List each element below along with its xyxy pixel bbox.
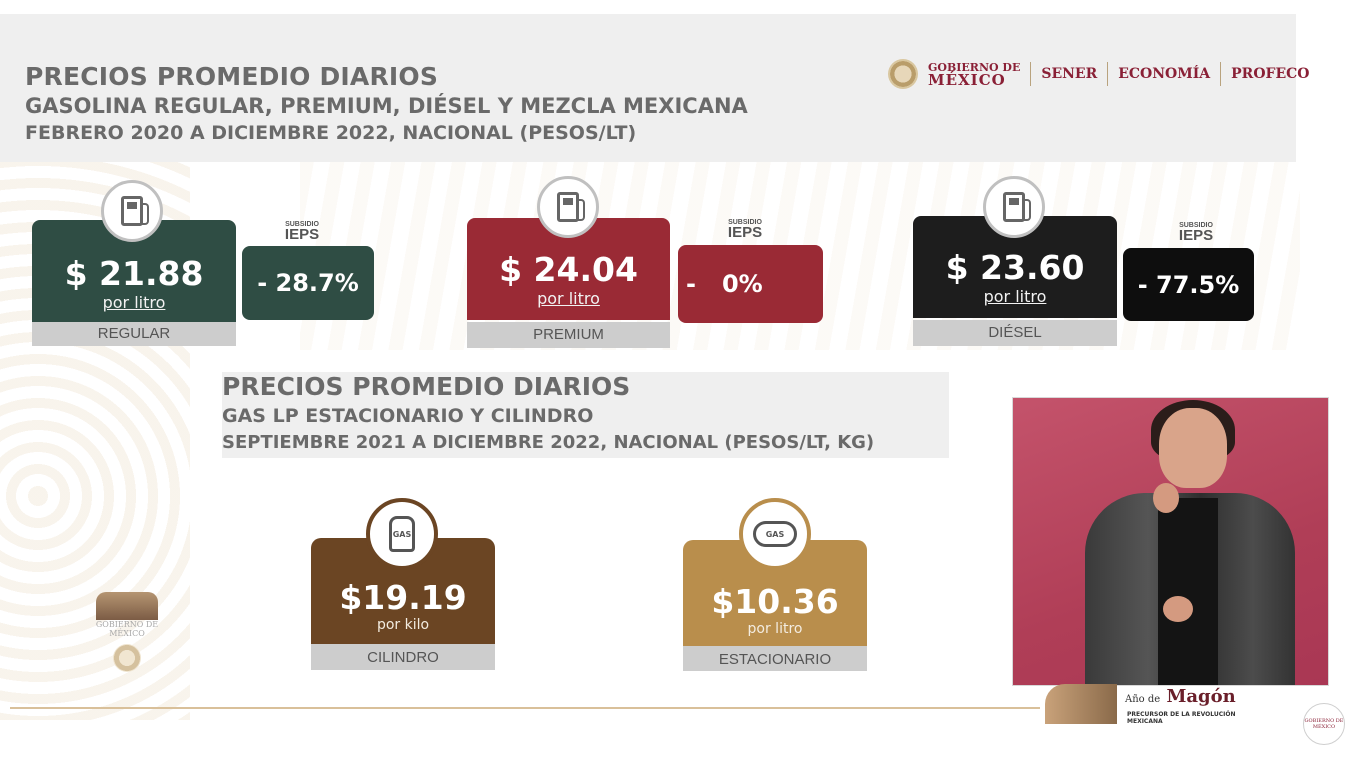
subsidio-percent-premium: - 0% bbox=[678, 245, 823, 323]
interpreter-shirt bbox=[1158, 498, 1218, 685]
gas-tank-icon: GAS bbox=[753, 521, 797, 547]
fuel-pump-icon bbox=[557, 192, 585, 222]
fuel-unit: por litro bbox=[537, 289, 600, 308]
gob-big-text: MÉXICO bbox=[928, 71, 1006, 89]
logo-divider bbox=[1107, 62, 1109, 86]
fuel-unit: por litro bbox=[983, 287, 1047, 306]
interpreter-hand bbox=[1163, 596, 1193, 622]
gas-unit: por litro bbox=[747, 621, 803, 637]
fuel-icon-circle bbox=[101, 180, 163, 242]
fuel-card-diesel: $ 23.60 por litro bbox=[913, 216, 1117, 318]
gas-unit: por kilo bbox=[376, 617, 430, 633]
mexico-seal-icon bbox=[888, 59, 918, 89]
sign-language-interpreter-video bbox=[1012, 397, 1329, 686]
gas-section-title: PRECIOS PROMEDIO DIARIOS GAS LP ESTACION… bbox=[222, 372, 949, 458]
gas-title-line-3: SEPTIEMBRE 2021 A DICIEMBRE 2022, NACION… bbox=[222, 432, 875, 453]
fuel-label-diesel: DIÉSEL bbox=[913, 320, 1117, 346]
page-title: PRECIOS PROMEDIO DIARIOS GASOLINA REGULA… bbox=[25, 62, 748, 146]
title-line-1: PRECIOS PROMEDIO DIARIOS bbox=[25, 62, 439, 91]
interpreter-hand bbox=[1153, 483, 1179, 513]
gas-price: $10.36 bbox=[711, 582, 839, 621]
footer-divider bbox=[10, 707, 1040, 709]
percent-value: 0% bbox=[721, 270, 763, 298]
gas-label-estacionario: ESTACIONARIO bbox=[683, 646, 867, 671]
subsidio-ieps-label: SUBSIDIO IEPS bbox=[1166, 222, 1226, 243]
fuel-price: $ 23.60 bbox=[945, 248, 1085, 287]
side-logo-text: GOBIERNO DE MÉXICO bbox=[95, 620, 159, 638]
institution-logos: GOBIERNO DE MÉXICO SENER ECONOMÍA PROFEC… bbox=[888, 56, 1309, 92]
ieps-text: IEPS bbox=[727, 224, 763, 241]
gas-cylinder-icon: GAS bbox=[389, 516, 415, 552]
fuel-icon-circle bbox=[537, 176, 599, 238]
gob-small-text: GOBIERNO DE bbox=[928, 61, 1021, 74]
sener-logo: SENER bbox=[1041, 66, 1098, 82]
gas-price: $19.19 bbox=[339, 578, 467, 617]
fuel-pump-icon bbox=[121, 196, 149, 226]
title-line-3: FEBRERO 2020 A DICIEMBRE 2022, NACIONAL … bbox=[25, 122, 637, 144]
magon-name-text: Magón bbox=[1166, 686, 1236, 707]
gobierno-side-logo: GOBIERNO DE MÉXICO bbox=[92, 592, 162, 702]
fuel-card-premium: $ 24.04 por litro bbox=[467, 218, 670, 320]
gas-title-line-1: PRECIOS PROMEDIO DIARIOS bbox=[222, 372, 631, 401]
economia-logo: ECONOMÍA bbox=[1118, 66, 1211, 82]
gas-title-line-2: GAS LP ESTACIONARIO Y CILINDRO bbox=[222, 405, 594, 427]
title-line-2: GASOLINA REGULAR, PREMIUM, DIÉSEL Y MEZC… bbox=[25, 94, 748, 118]
subsidio-text: SUBSIDIO bbox=[285, 221, 319, 228]
gas-label-cilindro: CILINDRO bbox=[311, 644, 495, 670]
magon-portrait bbox=[1045, 684, 1117, 724]
subsidio-ieps-label: SUBSIDIO IEPS bbox=[272, 221, 332, 242]
magon-year-logo: Año de Magón PRECURSOR DE LA REVOLUCIÓN … bbox=[1045, 684, 1265, 725]
subsidio-percent-diesel: - 77.5% bbox=[1123, 248, 1254, 321]
fuel-pump-icon bbox=[1003, 192, 1031, 222]
ieps-text: IEPS bbox=[1178, 227, 1214, 244]
logo-divider bbox=[1030, 62, 1032, 86]
percent-sign: - bbox=[686, 270, 696, 298]
fuel-icon-circle bbox=[983, 176, 1045, 238]
heroes-crowd-icon bbox=[96, 592, 158, 620]
fuel-price: $ 21.88 bbox=[64, 254, 204, 293]
subsidio-text: SUBSIDIO bbox=[1179, 222, 1213, 229]
fuel-label-premium: PREMIUM bbox=[467, 322, 670, 348]
fuel-label-regular: REGULAR bbox=[32, 322, 236, 346]
fuel-unit: por litro bbox=[102, 293, 166, 312]
mexico-seal-icon bbox=[113, 644, 141, 672]
interpreter-face bbox=[1159, 408, 1227, 488]
subsidio-percent-regular: - 28.7% bbox=[242, 246, 374, 320]
gas-icon-circle: GAS bbox=[739, 498, 811, 570]
fuel-price: $ 24.04 bbox=[499, 250, 638, 289]
subsidio-text: SUBSIDIO bbox=[728, 219, 762, 226]
ieps-text: IEPS bbox=[284, 226, 320, 243]
corner-gobierno-logo: GOBIERNO DE MÉXICO bbox=[1303, 703, 1345, 745]
logo-divider bbox=[1220, 62, 1222, 86]
magon-subtitle: PRECURSOR DE LA REVOLUCIÓN MEXICANA bbox=[1127, 711, 1236, 725]
magon-year-text: Año de bbox=[1125, 694, 1161, 705]
magon-title: Año de Magón bbox=[1125, 686, 1236, 707]
header-band bbox=[0, 14, 1296, 162]
gas-icon-circle: GAS bbox=[366, 498, 438, 570]
profeco-logo: PROFECO bbox=[1231, 66, 1310, 82]
subsidio-ieps-label: SUBSIDIO IEPS bbox=[715, 219, 775, 240]
gobierno-mexico-logo: GOBIERNO DE MÉXICO bbox=[928, 61, 1021, 89]
gas-card-cilindro: $19.19 por kilo bbox=[311, 538, 495, 644]
